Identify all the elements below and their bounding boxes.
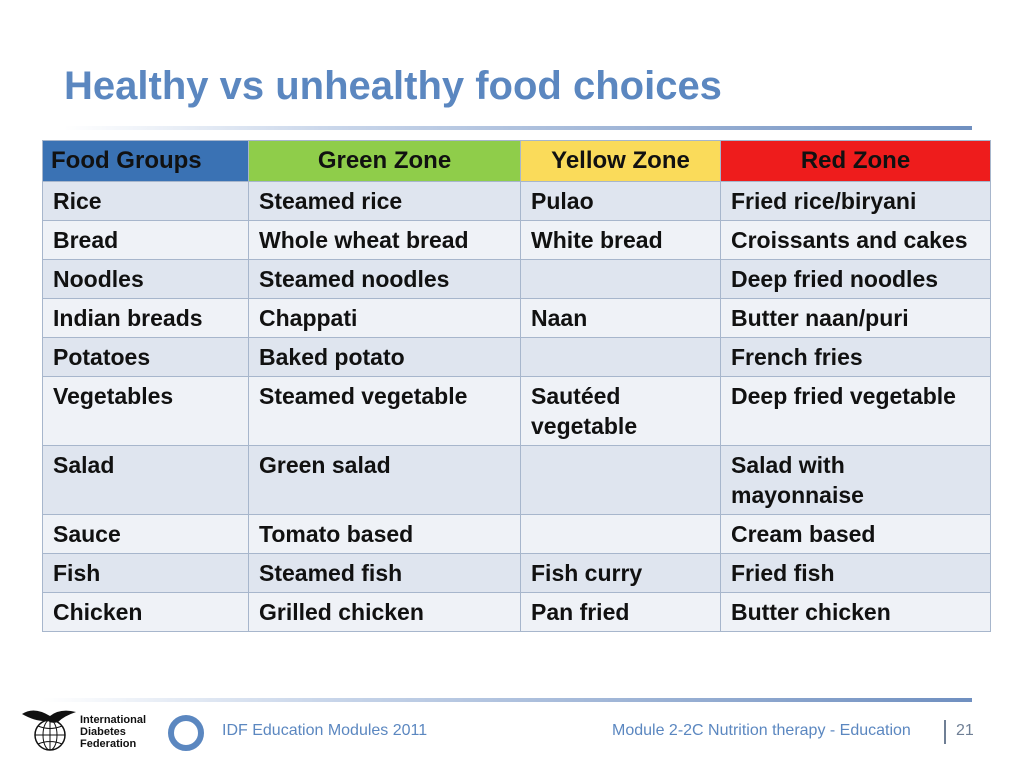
green-zone-cell: Green salad xyxy=(248,445,521,515)
food-group-cell: Bread xyxy=(42,220,249,260)
food-group-cell: Chicken xyxy=(42,592,249,632)
green-zone-cell: Steamed vegetable xyxy=(248,376,521,446)
yellow-zone-cell xyxy=(520,514,721,554)
table-row: Salad Green salad Salad with mayonnaise xyxy=(42,445,991,515)
yellow-zone-cell: Pan fried xyxy=(520,592,721,632)
table-row: Rice Steamed rice Pulao Fried rice/biryani xyxy=(42,181,991,221)
food-group-cell: Potatoes xyxy=(42,337,249,377)
red-zone-cell: Fried rice/biryani xyxy=(720,181,991,221)
header-green-zone: Green Zone xyxy=(248,140,521,182)
green-zone-cell: Grilled chicken xyxy=(248,592,521,632)
red-zone-cell: French fries xyxy=(720,337,991,377)
title-divider xyxy=(64,126,972,130)
green-zone-cell: Whole wheat bread xyxy=(248,220,521,260)
table-row: Bread Whole wheat bread White bread Croissa… xyxy=(42,220,991,260)
footer-module-series: IDF Education Modules 2011 xyxy=(222,722,428,739)
red-zone-cell: Butter naan/puri xyxy=(720,298,991,338)
red-zone-cell: Deep fried vegetable xyxy=(720,376,991,446)
food-group-cell: Noodles xyxy=(42,259,249,299)
yellow-zone-cell xyxy=(520,445,721,515)
slide-title: Healthy vs unhealthy food choices xyxy=(64,64,722,108)
table-row: Indian breads Chappati Naan Butter naan/pur… xyxy=(42,298,991,338)
food-group-cell: Indian breads xyxy=(42,298,249,338)
yellow-zone-cell: Sautéed vegetable xyxy=(520,376,721,446)
yellow-zone-cell: Pulao xyxy=(520,181,721,221)
yellow-zone-cell xyxy=(520,259,721,299)
table-row: Chicken Grilled chicken Pan fried Butter ch… xyxy=(42,592,991,632)
logo-text: International Diabetes Federation xyxy=(80,714,147,750)
food-group-cell: Sauce xyxy=(42,514,249,554)
header-food-groups: Food Groups xyxy=(42,140,249,182)
green-zone-cell: Chappati xyxy=(248,298,521,338)
footer-module-title: Module 2-2C Nutrition therapy - Educatio… xyxy=(612,722,911,739)
idf-logo: International Diabetes Federation xyxy=(20,704,146,754)
green-zone-cell: Steamed noodles xyxy=(248,259,521,299)
table-row: Fish Steamed fish Fish curry Fried fish xyxy=(42,553,991,593)
table-header-row: Food Groups Green Zone Yellow Zone Red Z… xyxy=(42,140,991,182)
red-zone-cell: Fried fish xyxy=(720,553,991,593)
green-zone-cell: Baked potato xyxy=(248,337,521,377)
yellow-zone-cell: White bread xyxy=(520,220,721,260)
page-number: 21 xyxy=(956,722,974,739)
table-row: Potatoes Baked potato French fries xyxy=(42,337,991,377)
food-group-cell: Salad xyxy=(42,445,249,515)
yellow-zone-cell xyxy=(520,337,721,377)
red-zone-cell: Butter chicken xyxy=(720,592,991,632)
yellow-zone-cell: Fish curry xyxy=(520,553,721,593)
green-zone-cell: Steamed fish xyxy=(248,553,521,593)
red-zone-cell: Croissants and cakes xyxy=(720,220,991,260)
idf-bird-globe-icon xyxy=(22,710,76,751)
header-yellow-zone: Yellow Zone xyxy=(520,140,721,182)
table-row: Sauce Tomato based Cream based xyxy=(42,514,991,554)
yellow-zone-cell: Naan xyxy=(520,298,721,338)
green-zone-cell: Steamed rice xyxy=(248,181,521,221)
footer-separator xyxy=(944,720,946,744)
red-zone-cell: Deep fried noodles xyxy=(720,259,991,299)
green-zone-cell: Tomato based xyxy=(248,514,521,554)
food-group-cell: Rice xyxy=(42,181,249,221)
food-group-cell: Vegetables xyxy=(42,376,249,446)
food-group-cell: Fish xyxy=(42,553,249,593)
blue-circle-icon xyxy=(168,715,204,751)
table-body: Rice Steamed rice Pulao Fried rice/biryani B… xyxy=(42,181,991,632)
table-row: Noodles Steamed noodles Deep fried noodles xyxy=(42,259,991,299)
food-choices-table: Food Groups Green Zone Yellow Zone Red Z… xyxy=(42,140,991,632)
table-row: Vegetables Steamed vegetable Sautéed veget… xyxy=(42,376,991,446)
footer-divider xyxy=(42,698,972,702)
red-zone-cell: Salad with mayonnaise xyxy=(720,445,991,515)
header-red-zone: Red Zone xyxy=(720,140,991,182)
red-zone-cell: Cream based xyxy=(720,514,991,554)
